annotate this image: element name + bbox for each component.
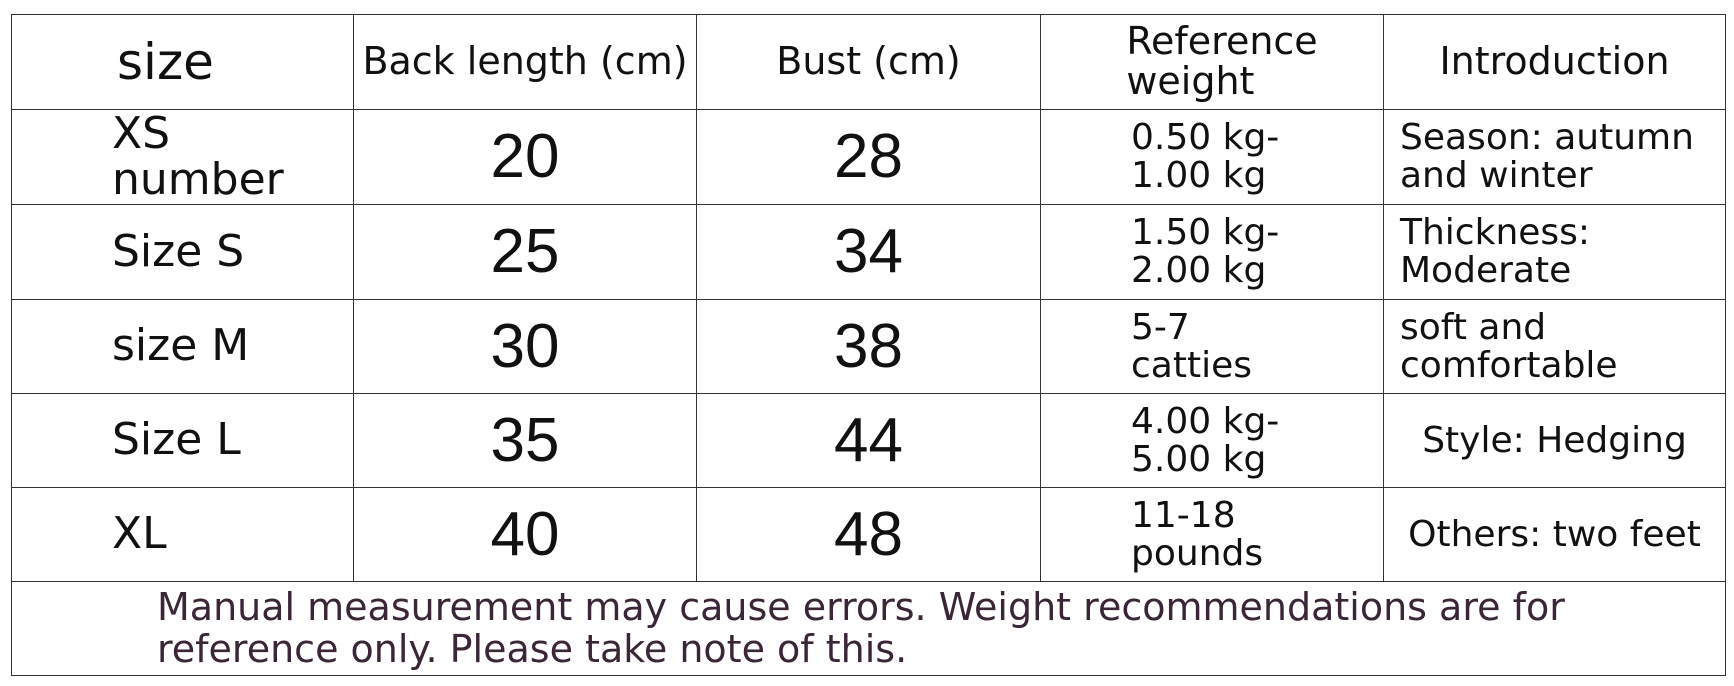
table-cell: 25 — [353, 204, 697, 300]
header-cell: size — [11, 14, 354, 110]
table-cell: Thickness: Moderate — [1383, 204, 1726, 300]
table-cell: XL — [11, 487, 354, 582]
table-cell: 1.50 kg-2.00 kg — [1040, 204, 1384, 300]
header-cell: Introduction — [1383, 14, 1726, 110]
header-cell: Reference weight — [1040, 14, 1384, 110]
header-cell: Back length (cm) — [353, 14, 697, 110]
table-cell: 35 — [353, 393, 697, 488]
table-cell: 40 — [353, 487, 697, 582]
table-cell: 38 — [696, 299, 1041, 394]
table-cell: 28 — [696, 109, 1041, 205]
table-cell: soft and comfortable — [1383, 299, 1726, 394]
table-cell: 30 — [353, 299, 697, 394]
note: Manual measurement may cause errors. Wei… — [11, 581, 1726, 676]
table-cell: 4.00 kg-5.00 kg — [1040, 393, 1384, 488]
table-cell: 5-7 catties — [1040, 299, 1384, 394]
table-cell: XS number — [11, 109, 354, 205]
table-cell: 34 — [696, 204, 1041, 300]
table-cell: Size L — [11, 393, 354, 488]
header-cell: Bust (cm) — [696, 14, 1041, 110]
table-cell: 48 — [696, 487, 1041, 582]
table-cell: 0.50 kg-1.00 kg — [1040, 109, 1384, 205]
table-cell: Others: two feet — [1383, 487, 1726, 582]
table-cell: Season: autumn and winter — [1383, 109, 1726, 205]
table-cell: size M — [11, 299, 354, 394]
table-cell: Style: Hedging — [1383, 393, 1726, 488]
table-cell: 11-18 pounds — [1040, 487, 1384, 582]
table-cell: Size S — [11, 204, 354, 300]
table-cell: 20 — [353, 109, 697, 205]
table-cell: 44 — [696, 393, 1041, 488]
